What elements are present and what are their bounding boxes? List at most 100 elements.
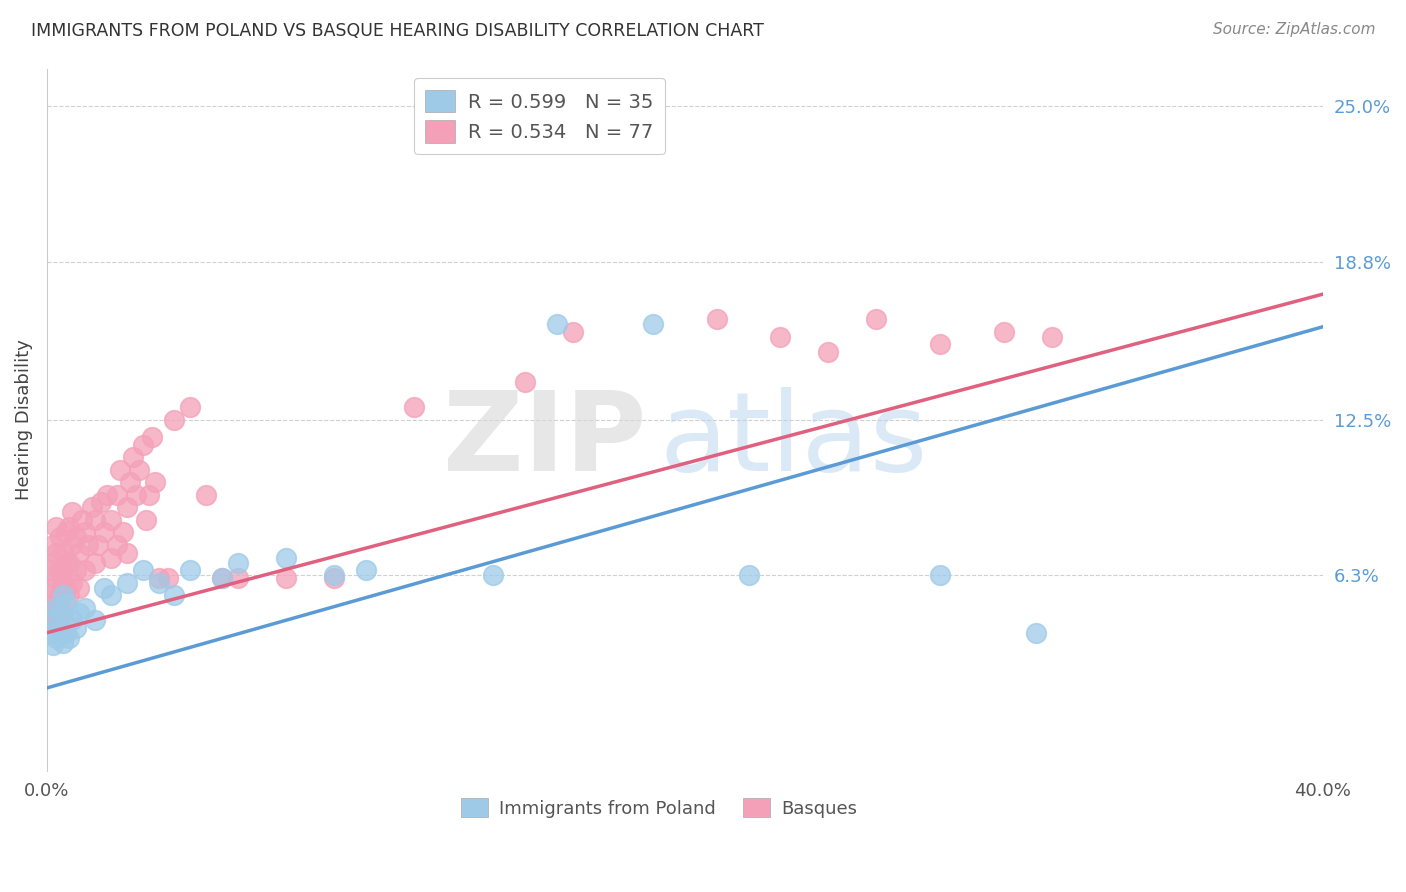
Point [482,568,505,582]
Point [52,588,75,602]
Point [67,581,90,595]
Point [211,571,233,585]
Point [48,588,70,602]
Point [58,588,80,602]
Point [42,538,65,552]
Point [706,312,728,326]
Point [75,563,97,577]
Point [65,531,87,545]
Point [96,488,118,502]
Point [60,505,83,519]
Point [131,438,153,452]
Text: atlas: atlas [659,387,928,494]
Point [60,613,83,627]
Point [39,625,62,640]
Text: ZIP: ZIP [443,387,647,494]
Point [1040,330,1063,344]
Point [52,636,75,650]
Point [515,375,537,389]
Point [817,345,839,359]
Point [67,545,90,559]
Point [163,412,186,426]
Point [42,638,65,652]
Point [993,325,1015,339]
Y-axis label: Hearing Disability: Hearing Disability [15,339,32,500]
Point [118,475,141,490]
Point [65,563,87,577]
Point [39,588,62,602]
Point [45,596,67,610]
Point [148,571,170,585]
Point [60,538,83,552]
Point [39,613,62,627]
Point [87,538,110,552]
Point [157,571,180,585]
Point [929,568,952,582]
Point [163,588,186,602]
Point [75,525,97,540]
Point [100,588,122,602]
Point [45,545,67,559]
Point [83,613,105,627]
Point [115,500,138,515]
Point [737,568,759,582]
Point [865,312,887,326]
Point [45,571,67,585]
Point [115,575,138,590]
Point [122,450,145,465]
Point [48,621,70,635]
Point [100,550,122,565]
Point [226,571,249,585]
Point [42,606,65,620]
Point [562,325,585,339]
Text: IMMIGRANTS FROM POLAND VS BASQUE HEARING DISABILITY CORRELATION CHART: IMMIGRANTS FROM POLAND VS BASQUE HEARING… [31,22,763,40]
Point [80,500,103,515]
Point [274,571,297,585]
Point [226,556,249,570]
Point [138,488,160,502]
Point [60,575,83,590]
Point [929,337,952,351]
Point [105,538,128,552]
Point [45,600,67,615]
Point [100,513,122,527]
Point [42,613,65,627]
Point [115,545,138,559]
Point [83,556,105,570]
Point [641,318,664,332]
Point [58,631,80,645]
Point [112,525,135,540]
Point [769,330,792,344]
Point [179,400,201,414]
Text: Source: ZipAtlas.com: Source: ZipAtlas.com [1212,22,1375,37]
Point [179,563,201,577]
Point [42,581,65,595]
Point [402,400,425,414]
Point [55,625,77,640]
Point [141,430,163,444]
Point [52,545,75,559]
Point [77,538,100,552]
Point [93,525,115,540]
Point [70,513,93,527]
Legend: Immigrants from Poland, Basques: Immigrants from Poland, Basques [454,791,865,825]
Point [45,631,67,645]
Point [55,525,77,540]
Point [52,575,75,590]
Point [148,575,170,590]
Point [195,488,218,502]
Point [131,563,153,577]
Point [1025,625,1047,640]
Point [75,600,97,615]
Point [48,606,70,620]
Point [67,606,90,620]
Point [90,495,112,509]
Point [110,463,132,477]
Point [58,556,80,570]
Point [93,581,115,595]
Point [39,563,62,577]
Point [211,571,233,585]
Point [274,550,297,565]
Point [42,556,65,570]
Point [55,581,77,595]
